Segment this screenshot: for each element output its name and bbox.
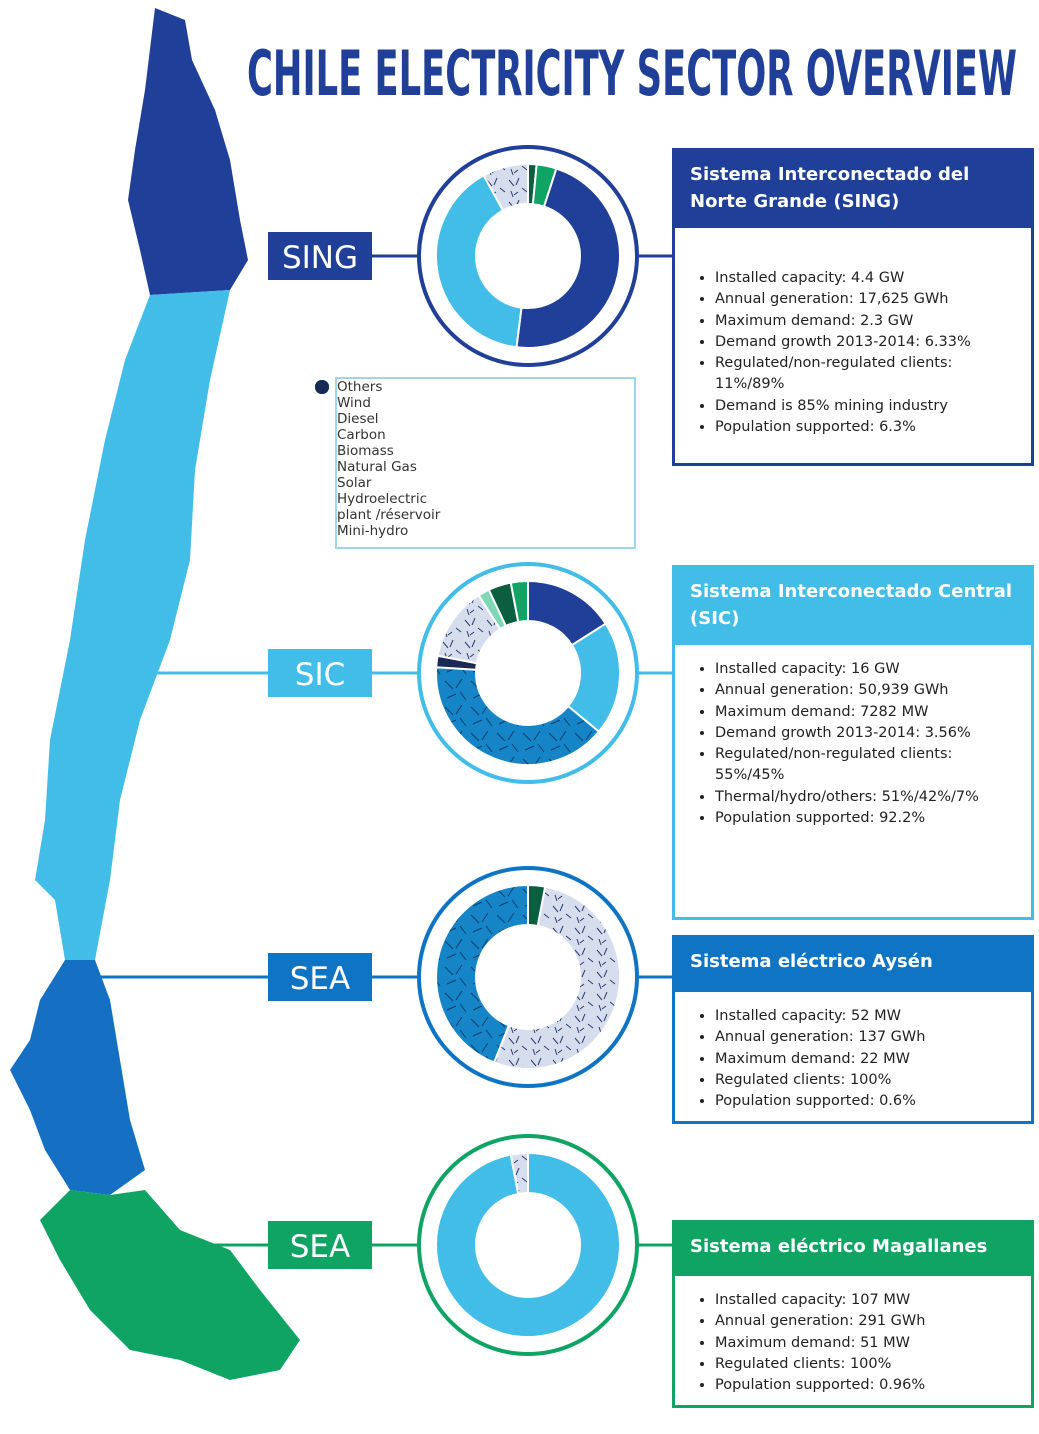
legend-swatch	[315, 380, 329, 394]
bullet: Population supported: 6.3%	[715, 417, 1021, 438]
bullet: Maximum demand: 51 MW	[715, 1333, 1021, 1354]
bullet: Annual generation: 17,625 GWh	[715, 289, 1021, 310]
bullet: Maximum demand: 2.3 GW	[715, 311, 1021, 332]
donut-segment	[435, 1151, 621, 1338]
title: CHILE ELECTRICITY SECTOR OVERVIEW	[247, 37, 1017, 110]
legend-item: Carbon	[315, 380, 437, 443]
info-body: Installed capacity: 52 MWAnnual generati…	[672, 992, 1034, 1124]
legend-item: Diesel	[315, 380, 437, 427]
bullet: Population supported: 0.6%	[715, 1091, 1021, 1112]
legend-item: Solar	[315, 380, 437, 491]
bullet: Demand growth 2013-2014: 3.56%	[715, 723, 1021, 744]
donut-segment	[435, 883, 529, 1064]
bullet: Installed capacity: 107 MW	[715, 1290, 1021, 1311]
bullet: Maximum demand: 22 MW	[715, 1049, 1021, 1070]
system-label: SING	[282, 240, 358, 276]
bullet: Installed capacity: 4.4 GW	[715, 268, 1021, 289]
donut-segment	[515, 167, 621, 349]
bullet: Demand is 85% mining industry	[715, 396, 1021, 417]
legend-item: Natural Gas	[315, 380, 437, 475]
legend-label: Natural Gas	[337, 459, 417, 475]
info-heading: Sistema eléctrico Magallanes	[672, 1220, 1034, 1276]
bullet: Regulated clients: 100%	[715, 1354, 1021, 1375]
legend-label: Hydroelectric plant /réservoir	[337, 491, 441, 523]
donut-segment	[509, 579, 529, 624]
info-body: Installed capacity: 107 MWAnnual generat…	[672, 1276, 1034, 1408]
legend-item: Biomass	[315, 380, 437, 459]
bullet: Thermal/hydro/others: 51%/42%/7%	[715, 787, 1021, 808]
info-heading: Sistema Interconectado Central (SIC)	[672, 565, 1034, 645]
info-body: Installed capacity: 16 GWAnnual generati…	[672, 645, 1034, 920]
legend-label: Wind	[337, 395, 371, 411]
bullet-list: Installed capacity: 16 GWAnnual generati…	[693, 659, 1021, 829]
bullet: Installed capacity: 52 MW	[715, 1006, 1021, 1027]
bullet: Installed capacity: 16 GW	[715, 659, 1021, 680]
bullet: Regulated/non-regulated clients: 55%/45%	[715, 744, 1021, 787]
donut-segment	[492, 885, 621, 1070]
legend-item: Wind	[315, 380, 437, 411]
info-heading: Sistema eléctrico Aysén	[672, 935, 1034, 992]
bullet-list: Installed capacity: 107 MWAnnual generat…	[693, 1290, 1021, 1396]
legend: Others Wind Diesel Carbon Biomass Natural Gas…	[315, 377, 636, 549]
bullet: Regulated/non-regulated clients: 11%/89%	[715, 353, 1021, 396]
donut-segment	[482, 162, 529, 212]
bullet-list: Installed capacity: 4.4 GWAnnual generat…	[693, 268, 1021, 438]
legend-label: Others	[337, 379, 383, 395]
system-label: SIC	[295, 657, 345, 693]
info-box: Sistema Interconectado Central (SIC) Inst…	[672, 565, 1034, 920]
legend-item: Others	[315, 379, 437, 395]
bullet: Annual generation: 50,939 GWh	[715, 680, 1021, 701]
map	[10, 8, 300, 1380]
bullet: Annual generation: 137 GWh	[715, 1027, 1021, 1048]
bullet: Maximum demand: 7282 MW	[715, 702, 1021, 723]
system-label: SEA	[290, 1229, 350, 1265]
bullet-list: Installed capacity: 52 MWAnnual generati…	[693, 1006, 1021, 1112]
bullet: Population supported: 92.2%	[715, 808, 1021, 829]
system-label-box	[268, 649, 372, 697]
system-label-box	[268, 953, 372, 1001]
info-heading: Sistema Interconectado del Norte Grande …	[672, 148, 1034, 228]
donut-segment	[509, 1151, 529, 1196]
system-label-box	[268, 232, 372, 280]
bullet: Annual generation: 291 GWh	[715, 1311, 1021, 1332]
legend-item: Hydroelectric plant /réservoir	[315, 380, 457, 523]
legend-label: Solar	[337, 475, 372, 491]
info-box: Sistema Interconectado del Norte Grande …	[672, 148, 1034, 466]
bullet: Regulated clients: 100%	[715, 1070, 1021, 1091]
legend-label: Carbon	[337, 427, 386, 443]
system-label: SEA	[290, 961, 350, 997]
system-label-box	[268, 1221, 372, 1269]
legend-item: Mini-hydro	[315, 380, 437, 539]
bullet: Demand growth 2013-2014: 6.33%	[715, 332, 1021, 353]
bullet: Population supported: 0.96%	[715, 1375, 1021, 1396]
donut-segment	[435, 666, 601, 766]
info-body: Installed capacity: 4.4 GWAnnual generat…	[672, 228, 1034, 466]
legend-label: Biomass	[337, 443, 394, 459]
info-box: Sistema eléctrico Magallanes Installed ca…	[672, 1220, 1034, 1408]
legend-label: Diesel	[337, 411, 379, 427]
legend-label: Mini-hydro	[337, 523, 409, 539]
donut-segment	[435, 174, 523, 349]
info-box: Sistema eléctrico Aysén Installed capacit…	[672, 935, 1034, 1124]
